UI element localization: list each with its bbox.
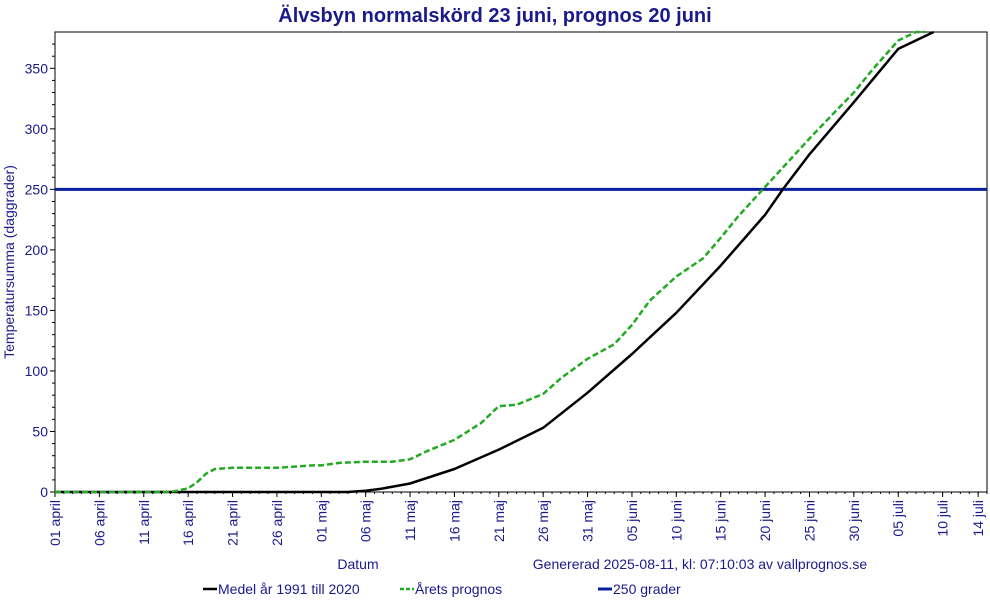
x-tick-label: 14 juli [970, 500, 986, 537]
x-tick-label: 10 juni [668, 500, 684, 541]
x-tick-label: 16 april [180, 500, 196, 546]
x-axis: 01 april 06 april 11 april 16 april 21 april… [47, 492, 988, 546]
series-line-medel [55, 30, 935, 494]
y-tick-label: 250 [25, 181, 49, 197]
series-layer [55, 30, 987, 494]
series-line-prognos [55, 30, 925, 494]
y-tick-label: 50 [32, 423, 48, 439]
x-tick-label: 16 maj [446, 500, 462, 542]
x-tick-label: 31 maj [580, 500, 596, 542]
x-tick-label: 01 maj [313, 500, 329, 542]
x-tick-label: 05 juni [624, 500, 640, 541]
y-tick-label: 100 [25, 363, 49, 379]
x-tick-label: 06 april [91, 500, 107, 546]
x-tick-label: 30 juni [846, 500, 862, 541]
x-tick-label: 21 maj [491, 500, 507, 542]
x-tick-label: 10 juli [935, 500, 951, 537]
y-tick-label: 0 [40, 484, 48, 500]
legend-label: Medel år 1991 till 2020 [218, 581, 360, 597]
x-tick-label: 20 juni [757, 500, 773, 541]
x-tick-label: 21 april [225, 500, 241, 546]
y-axis: 0 50 100 150 200 250 300 350 [25, 43, 55, 500]
x-tick-label: 15 juni [713, 500, 729, 541]
y-tick-label: 200 [25, 242, 49, 258]
x-tick-label: 11 april [136, 500, 152, 545]
legend-label: 250 grader [613, 581, 681, 597]
chart-title: Älvsbyn normalskörd 23 juni, prognos 20 … [278, 4, 711, 27]
x-tick-label: 11 maj [402, 500, 418, 541]
y-tick-label: 150 [25, 302, 49, 318]
x-tick-label: 26 april [269, 500, 285, 546]
x-tick-label: 06 maj [358, 500, 374, 542]
y-tick-label: 350 [25, 60, 49, 76]
y-axis-label: Temperatursumma (daggrader) [1, 165, 17, 359]
x-tick-label: 25 juni [801, 500, 817, 541]
generated-note: Genererad 2025-08-11, kl: 07:10:03 av va… [533, 556, 868, 572]
y-tick-label: 300 [25, 121, 49, 137]
legend-label: Årets prognos [415, 581, 502, 597]
x-tick-label: 26 maj [535, 500, 551, 542]
legend: Medel år 1991 till 2020 Årets prognos 250 … [203, 581, 681, 597]
x-tick-label: 05 juli [890, 500, 906, 537]
x-axis-label: Datum [337, 556, 378, 572]
plot-area [54, 31, 988, 493]
x-tick-label: 01 april [47, 500, 63, 546]
